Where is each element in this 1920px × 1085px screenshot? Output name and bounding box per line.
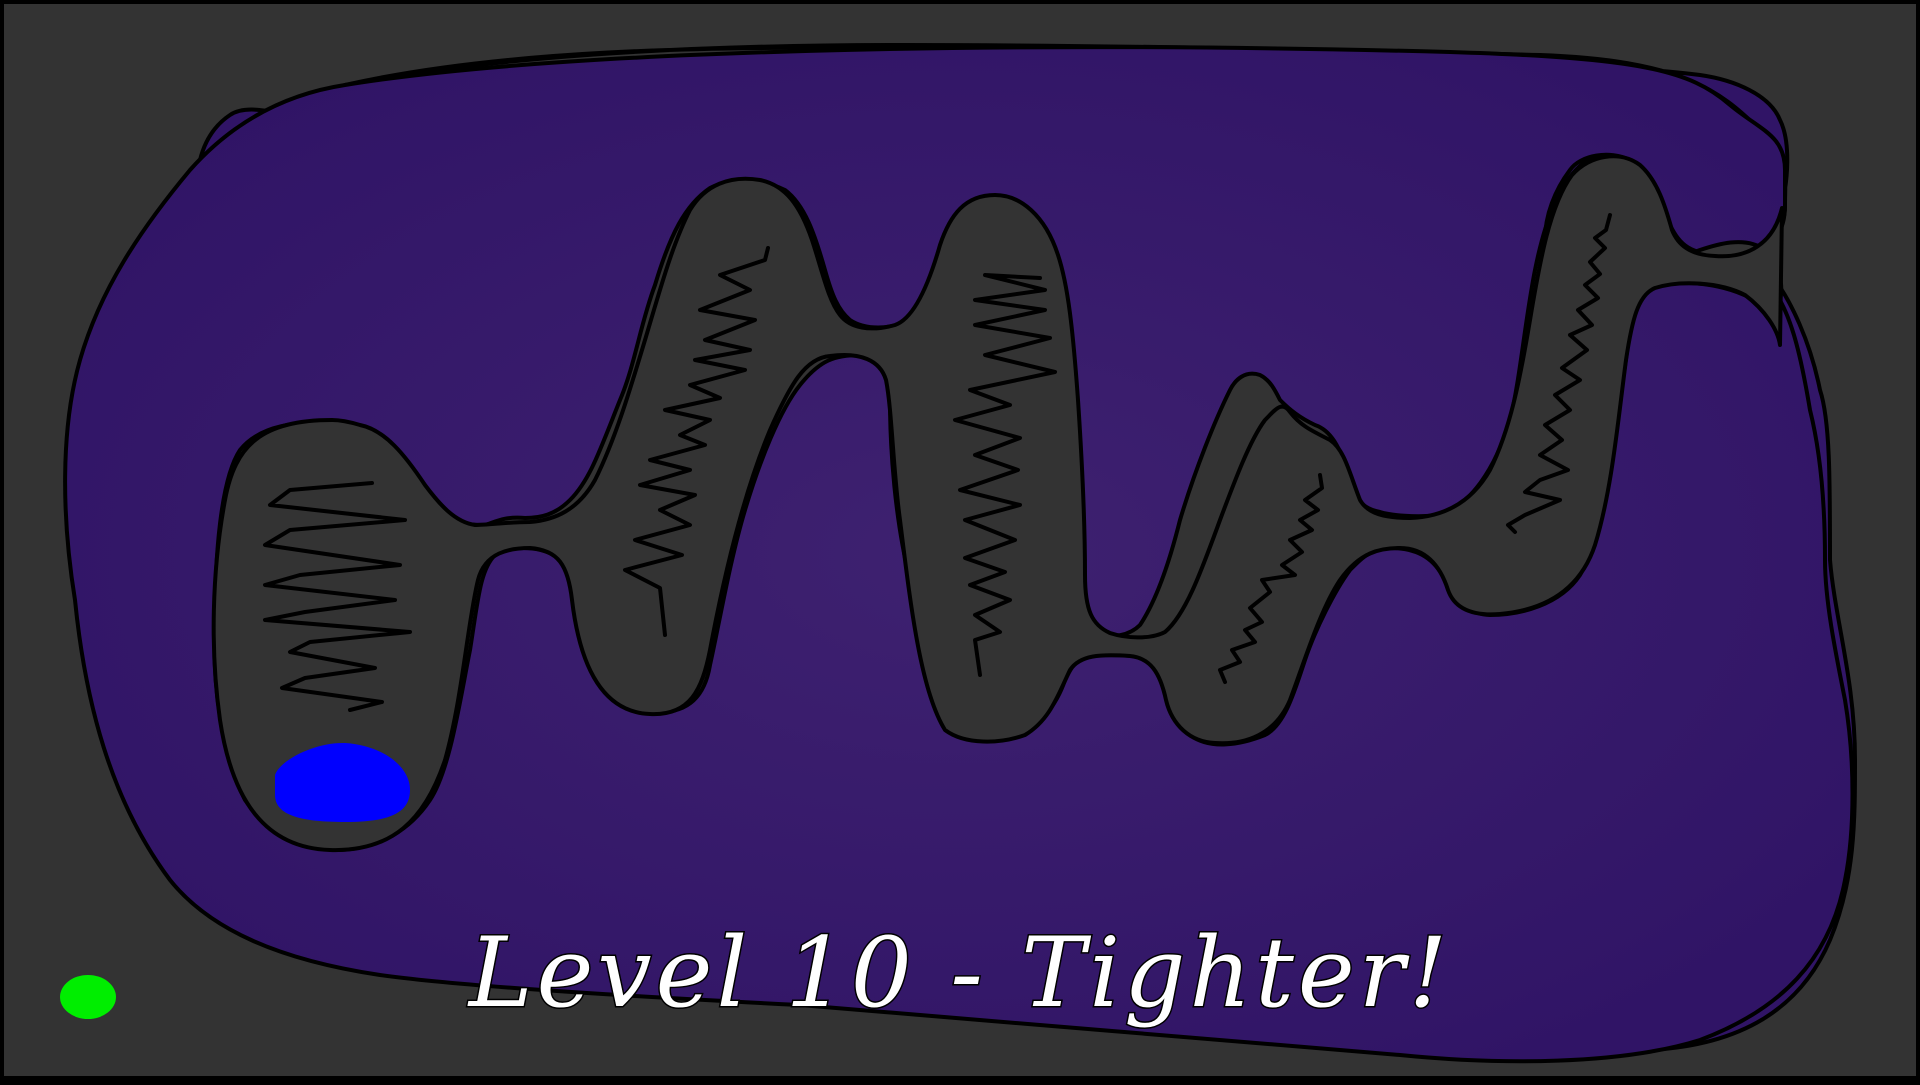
player-blob[interactable] xyxy=(275,742,410,822)
corridor-main xyxy=(211,154,1784,853)
zigzag-hazard-4 xyxy=(1218,473,1324,684)
zigzag-hazards xyxy=(263,213,1612,712)
zigzag-hazard-2 xyxy=(623,246,770,637)
level-title: Level 10 - Tighter! xyxy=(467,917,1452,1029)
zigzag-hazard-1 xyxy=(263,481,412,712)
goal-dot[interactable] xyxy=(60,975,116,1019)
zigzag-hazard-5 xyxy=(1506,213,1612,534)
zigzag-hazard-3 xyxy=(953,273,1057,677)
